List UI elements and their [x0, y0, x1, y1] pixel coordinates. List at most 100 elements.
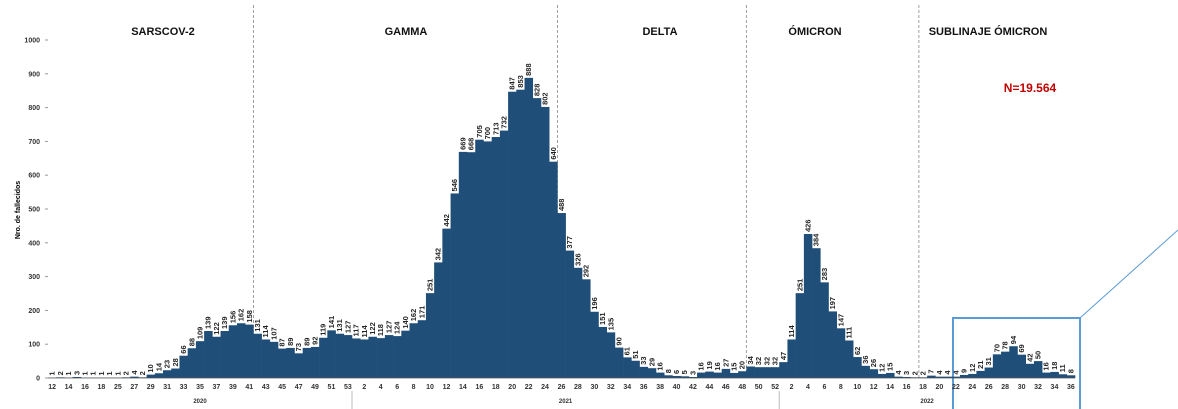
bar: [236, 323, 246, 378]
bar: [401, 330, 410, 378]
bar: [376, 338, 386, 378]
x-tick-label: 33: [180, 384, 188, 391]
bar: [697, 372, 706, 378]
bar: [902, 376, 911, 378]
value-label: 29: [647, 358, 656, 366]
value-label: 140: [401, 316, 410, 329]
value-label: 4: [943, 370, 952, 375]
value-label: 888: [524, 63, 533, 76]
bar: [368, 336, 377, 378]
bar: [853, 357, 862, 378]
x-tick-label: 51: [328, 384, 336, 391]
section-label: GAMMA: [385, 26, 428, 38]
bar: [746, 366, 755, 378]
value-label: 122: [212, 322, 221, 335]
bar: [475, 139, 484, 378]
value-label: 283: [820, 268, 829, 281]
bar: [1025, 363, 1035, 378]
x-tick-label: 14: [65, 384, 73, 391]
x-tick-label: 2: [362, 384, 366, 391]
bar: [409, 323, 419, 378]
bar: [951, 376, 961, 378]
value-label: 197: [828, 297, 837, 310]
value-label: 12: [877, 364, 886, 372]
bar: [253, 333, 262, 378]
bar: [524, 77, 534, 378]
value-label: 5: [680, 370, 689, 374]
x-tick-label: 18: [98, 384, 106, 391]
value-label: 3: [902, 371, 911, 375]
value-label: 196: [590, 297, 599, 310]
value-label: 713: [491, 122, 500, 135]
x-tick-label: 50: [755, 384, 763, 391]
x-tick-label: 20: [508, 384, 516, 391]
x-tick-label: 16: [475, 384, 483, 391]
value-label: 122: [368, 322, 377, 335]
value-label: 326: [573, 253, 582, 266]
bar: [302, 347, 312, 378]
value-label: 31: [984, 357, 993, 365]
bar: [631, 360, 640, 378]
value-label: 61: [623, 347, 632, 355]
bar: [130, 376, 139, 378]
bar: [565, 250, 575, 378]
value-label: 16: [1042, 362, 1051, 370]
value-label: 14: [154, 362, 163, 371]
bar: [820, 282, 829, 378]
bar: [327, 330, 336, 378]
value-label: 4: [951, 370, 960, 375]
bar: [614, 347, 624, 378]
value-label: 139: [204, 317, 213, 330]
bar: [1009, 346, 1018, 378]
bar: [540, 106, 550, 378]
bar: [984, 367, 994, 378]
value-label: 135: [606, 318, 615, 331]
x-tick-label: 2: [790, 384, 794, 391]
bar: [1042, 372, 1051, 378]
value-label: 162: [409, 309, 418, 322]
value-label: 92: [311, 337, 320, 345]
value-label: 4: [935, 370, 944, 375]
y-tick-label: 200: [28, 308, 40, 315]
bar: [582, 279, 591, 378]
x-tick-label: 12: [443, 384, 451, 391]
bar: [959, 374, 969, 378]
bar: [532, 98, 542, 379]
value-label: 292: [582, 265, 591, 278]
value-label: 19: [705, 361, 714, 369]
x-tick-label: 43: [262, 384, 270, 391]
bar: [639, 366, 649, 378]
value-label: 114: [360, 325, 369, 338]
bar: [606, 332, 616, 378]
value-label: 1: [64, 371, 73, 375]
value-label: 18: [1050, 362, 1059, 370]
bar: [146, 374, 156, 378]
bar: [179, 355, 188, 378]
value-label: 4: [894, 370, 903, 375]
bar: [508, 91, 517, 379]
bar: [754, 367, 764, 378]
value-label: 34: [746, 355, 755, 364]
bar: [335, 333, 345, 378]
value-label: 1: [113, 371, 122, 375]
bar: [458, 151, 468, 378]
value-label: 847: [508, 77, 517, 90]
y-tick-label: 700: [28, 139, 40, 146]
bar: [171, 368, 180, 378]
x-tick-label: 6: [822, 384, 826, 391]
bar: [319, 337, 328, 378]
bar: [943, 376, 953, 378]
bar: [384, 335, 394, 378]
x-tick-label: 24: [541, 384, 549, 391]
value-label: 8: [664, 369, 673, 373]
year-label: 2020: [193, 399, 207, 405]
value-label: 2: [138, 371, 147, 375]
value-label: 118: [376, 324, 385, 336]
bar: [836, 328, 846, 378]
bar: [779, 362, 788, 378]
bar: [992, 354, 1002, 378]
value-label: 139: [220, 317, 229, 330]
x-tick-label: 40: [673, 384, 681, 391]
annotation: N=19.564: [1004, 81, 1057, 95]
bar: [721, 368, 731, 378]
